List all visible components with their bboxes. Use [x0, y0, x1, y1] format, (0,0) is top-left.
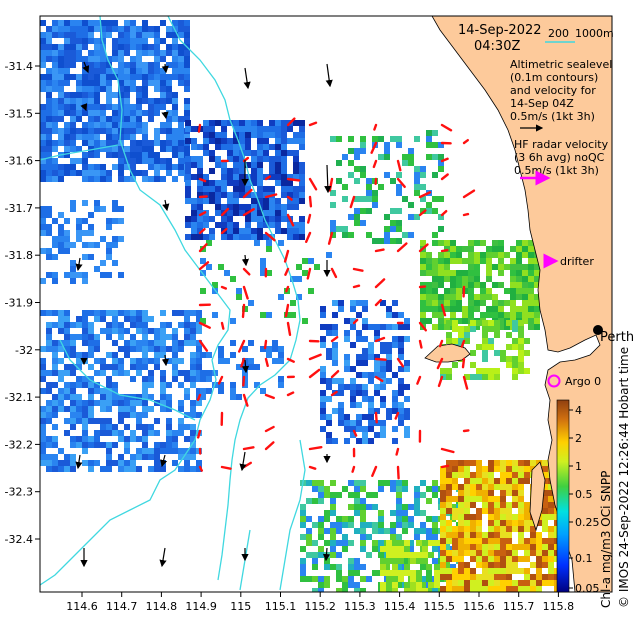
credit-text: © IMOS 24-Sep-2022 12:26:44 Hobart time: [617, 347, 631, 608]
colorbar-tick-label: 0.5: [575, 488, 593, 501]
depth-contour-label-2: 1000m: [575, 27, 614, 40]
bathymetry-contours: [40, 16, 306, 591]
colorbar: [556, 399, 570, 593]
lat-tick-label: -32.2: [5, 438, 33, 451]
altimetry-line-1: Altimetric sealevel: [510, 58, 612, 71]
lat-tick-label: -32.3: [5, 486, 33, 499]
lon-tick-label: 115.3: [344, 600, 376, 613]
lon-tick-label: 115.8: [543, 600, 575, 613]
lon-tick-label: 115: [230, 600, 251, 613]
altimetry-legend: Altimetric sealevel (0.1m contours) and …: [510, 58, 612, 132]
latitude-axis: -31.4 -31.5 -31.6 -31.7 -31.8 -31.9 -32 -32.1 -3…: [5, 60, 40, 546]
hf-line-1: HF radar velocity: [514, 138, 609, 151]
colorbar-tick-label: 0.1: [575, 552, 593, 565]
perth-marker: [593, 325, 603, 335]
colorbar-ticks: 4 2 1 0.5 0.25 0.1 0.05: [569, 404, 600, 595]
timestamp-date: 14-Sep-2022: [458, 23, 542, 38]
lon-tick-label: 114.9: [185, 600, 217, 613]
lon-tick-label: 115.1: [265, 600, 297, 613]
lat-tick-label: -31.9: [5, 297, 33, 310]
lon-tick-label: 115.5: [424, 600, 456, 613]
depth-contour-label: 200: [548, 27, 569, 40]
altimetry-line-4: 14-Sep 04Z: [510, 97, 574, 110]
lat-tick-label: -32: [15, 344, 33, 357]
altimetry-vectors: [75, 61, 333, 568]
lat-tick-label: -31.4: [5, 60, 33, 73]
hf-line-2: (3 6h avg) noQC: [514, 151, 605, 164]
altimetry-line-5: 0.5m/s (1kt 3h): [510, 110, 595, 123]
hf-radar-vectors: [196, 117, 476, 480]
argo-marker: [547, 374, 561, 388]
lat-tick-label: -31.7: [5, 202, 33, 215]
lon-tick-label: 115.7: [503, 600, 535, 613]
chlorophyll-field: [40, 20, 560, 592]
lon-tick-label: 115.4: [384, 600, 416, 613]
garden-island: [529, 461, 546, 532]
lat-tick-label: -31.5: [5, 107, 33, 120]
plot-frame: [39, 15, 613, 593]
altimetry-line-3: and velocity for: [510, 84, 596, 97]
lat-tick-label: -31.8: [5, 249, 33, 262]
lon-tick-label: 115.6: [463, 600, 495, 613]
lon-tick-label: 114.6: [66, 600, 98, 613]
lon-tick-label: 114.7: [106, 600, 138, 613]
colorbar-tick-label: 0.05: [575, 582, 600, 595]
altimetry-line-2: (0.1m contours): [510, 71, 598, 84]
drifter-label: drifter: [560, 255, 594, 268]
hf-radar-legend: HF radar velocity (3 6h avg) noQC 0.5m/s…: [514, 138, 609, 186]
hf-line-3: 0.5m/s (1kt 3h): [514, 164, 599, 177]
colorbar-tick-label: 4: [575, 404, 582, 417]
city-label: Perth: [600, 330, 634, 345]
argo-label: Argo 0: [565, 375, 601, 388]
timestamp-time: 04:30Z: [474, 39, 520, 54]
lat-tick-label: -31.6: [5, 155, 33, 168]
colorbar-tick-label: 1: [575, 460, 582, 473]
lat-tick-label: -32.4: [5, 533, 33, 546]
longitude-axis: 114.6 114.7 114.8 114.9 115 115.1 115.2 115.3 11…: [66, 592, 574, 613]
colorbar-tick-label: 2: [575, 432, 582, 445]
colorbar-tick-label: 0.25: [575, 516, 600, 529]
lon-tick-label: 115.2: [304, 600, 336, 613]
colorbar-title: Chl-a mg/m3 OCi SNPP: [599, 471, 613, 608]
lat-tick-label: -32.1: [5, 391, 33, 404]
lon-tick-label: 114.8: [146, 600, 178, 613]
